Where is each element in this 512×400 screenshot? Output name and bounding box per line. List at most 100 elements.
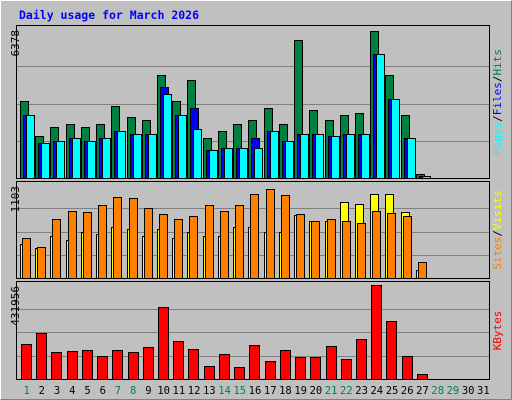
x-tick-label-day-28: 28 bbox=[431, 385, 444, 397]
traffic-bar-pages-day-22 bbox=[346, 134, 355, 179]
kbytes-bar-kbytes-day-24 bbox=[371, 285, 382, 380]
kbytes-bar-kbytes-day-10 bbox=[158, 307, 169, 380]
chart-panels: 6378Pages/Files/Hits1103Sites/Visits4319… bbox=[9, 25, 504, 380]
traffic-bar-pages-day-2 bbox=[41, 143, 50, 179]
visits-bar-sites-day-3 bbox=[52, 219, 61, 279]
kbytes-legend: KBytes bbox=[491, 311, 504, 351]
traffic-bar-pages-day-1 bbox=[26, 115, 35, 179]
traffic-bar-pages-day-3 bbox=[56, 141, 65, 179]
x-tick-label-day-8: 8 bbox=[130, 385, 136, 397]
kbytes-bar-kbytes-day-6 bbox=[97, 356, 108, 380]
x-tick-label-day-6: 6 bbox=[100, 385, 106, 397]
traffic-legend-separator: / bbox=[491, 76, 504, 83]
kbytes-panel: 431956 KBytes bbox=[9, 281, 504, 380]
visits-bar-sites-day-23 bbox=[357, 223, 366, 279]
traffic-legend-hits: Hits bbox=[491, 49, 504, 76]
x-tick-label-day-24: 24 bbox=[370, 385, 383, 397]
x-tick-label-day-10: 10 bbox=[157, 385, 170, 397]
x-tick-label-day-31: 31 bbox=[477, 385, 490, 397]
traffic-bar-pages-day-16 bbox=[254, 148, 263, 179]
kbytes-bar-kbytes-day-23 bbox=[356, 339, 367, 380]
kbytes-bar-kbytes-day-7 bbox=[112, 350, 123, 380]
kbytes-bar-kbytes-day-20 bbox=[310, 357, 321, 380]
traffic-bar-pages-day-8 bbox=[133, 134, 142, 179]
kbytes-bar-kbytes-day-9 bbox=[143, 347, 154, 380]
kbytes-bar-kbytes-day-21 bbox=[326, 346, 337, 380]
traffic-legend-pages: Pages bbox=[491, 122, 504, 155]
x-tick-label-day-23: 23 bbox=[355, 385, 368, 397]
traffic-bar-pages-day-14 bbox=[224, 148, 233, 179]
visits-bar-sites-day-15 bbox=[235, 205, 244, 279]
traffic-bar-pages-day-19 bbox=[300, 134, 309, 179]
kbytes-bar-kbytes-day-27 bbox=[417, 374, 428, 380]
visits-bar-sites-day-8 bbox=[129, 198, 138, 279]
kbytes-bar-kbytes-day-13 bbox=[204, 366, 215, 380]
visits-bar-sites-day-20 bbox=[311, 221, 320, 279]
traffic-legend-separator: / bbox=[491, 115, 504, 122]
kbytes-bar-kbytes-day-5 bbox=[82, 350, 93, 380]
visits-bar-sites-day-13 bbox=[205, 205, 214, 279]
visits-ymax-label: 1103 bbox=[9, 186, 22, 213]
x-tick-label-day-3: 3 bbox=[54, 385, 60, 397]
x-tick-label-day-25: 25 bbox=[386, 385, 399, 397]
visits-bar-sites-day-4 bbox=[68, 211, 77, 279]
x-tick-label-day-21: 21 bbox=[325, 385, 338, 397]
x-tick-label-day-2: 2 bbox=[39, 385, 45, 397]
visits-bar-sites-day-5 bbox=[83, 212, 92, 279]
visits-bar-sites-day-18 bbox=[281, 195, 290, 279]
traffic-bar-pages-day-5 bbox=[87, 141, 96, 179]
traffic-bar-pages-day-23 bbox=[361, 134, 370, 179]
visits-bar-sites-day-24 bbox=[372, 211, 381, 279]
x-tick-label-day-11: 11 bbox=[173, 385, 186, 397]
traffic-bar-pages-day-15 bbox=[239, 148, 248, 179]
kbytes-bar-kbytes-day-16 bbox=[249, 345, 260, 380]
traffic-bar-pages-day-25 bbox=[391, 99, 400, 179]
traffic-bar-pages-day-11 bbox=[178, 115, 187, 179]
visits-legend-separator: / bbox=[491, 230, 504, 237]
traffic-bar-pages-day-9 bbox=[148, 134, 157, 179]
x-tick-label-day-9: 9 bbox=[145, 385, 151, 397]
traffic-legend-files: Files bbox=[491, 82, 504, 115]
kbytes-bar-kbytes-day-18 bbox=[280, 350, 291, 380]
visits-bar-sites-day-7 bbox=[113, 197, 122, 279]
kbytes-bar-kbytes-day-17 bbox=[265, 361, 276, 380]
visits-bar-sites-day-6 bbox=[98, 205, 107, 279]
x-tick-label-day-17: 17 bbox=[264, 385, 277, 397]
x-tick-label-day-18: 18 bbox=[279, 385, 292, 397]
kbytes-bar-kbytes-day-12 bbox=[188, 349, 199, 380]
x-tick-label-day-1: 1 bbox=[23, 385, 29, 397]
kbytes-bar-kbytes-day-15 bbox=[234, 367, 245, 380]
kbytes-bar-kbytes-day-25 bbox=[386, 321, 397, 380]
traffic-bar-pages-day-27 bbox=[422, 176, 431, 179]
x-tick-label-day-19: 19 bbox=[294, 385, 307, 397]
x-tick-label-day-5: 5 bbox=[84, 385, 90, 397]
x-tick-label-day-7: 7 bbox=[115, 385, 121, 397]
traffic-bar-pages-day-7 bbox=[117, 131, 126, 179]
x-tick-label-day-14: 14 bbox=[218, 385, 231, 397]
visits-bar-sites-day-2 bbox=[37, 247, 46, 279]
traffic-ymax-label: 6378 bbox=[9, 30, 22, 57]
x-tick-label-day-16: 16 bbox=[249, 385, 262, 397]
x-tick-label-day-27: 27 bbox=[416, 385, 429, 397]
visits-legend: Sites/Visits bbox=[491, 190, 504, 270]
traffic-bar-pages-day-20 bbox=[315, 134, 324, 179]
kbytes-bar-kbytes-day-2 bbox=[36, 333, 47, 380]
visits-legend-visits: Visits bbox=[491, 190, 504, 230]
traffic-bar-pages-day-13 bbox=[209, 150, 218, 179]
traffic-bar-pages-day-6 bbox=[102, 138, 111, 179]
kbytes-bar-kbytes-day-19 bbox=[295, 357, 306, 380]
kbytes-ymax-label: 431956 bbox=[9, 286, 22, 326]
visits-bar-sites-day-12 bbox=[189, 216, 198, 279]
visits-bar-sites-day-21 bbox=[327, 219, 336, 279]
visits-bar-sites-day-17 bbox=[266, 189, 275, 279]
chart-title: Daily usage for March 2026 bbox=[19, 8, 199, 22]
visits-bar-sites-day-25 bbox=[387, 213, 396, 279]
kbytes-bar-kbytes-day-1 bbox=[21, 344, 32, 380]
traffic-bar-pages-day-4 bbox=[72, 138, 81, 179]
x-tick-label-day-4: 4 bbox=[69, 385, 75, 397]
visits-bar-sites-day-16 bbox=[250, 194, 259, 279]
visits-legend-sites: Sites bbox=[491, 237, 504, 270]
visits-bar-sites-day-26 bbox=[403, 216, 412, 279]
